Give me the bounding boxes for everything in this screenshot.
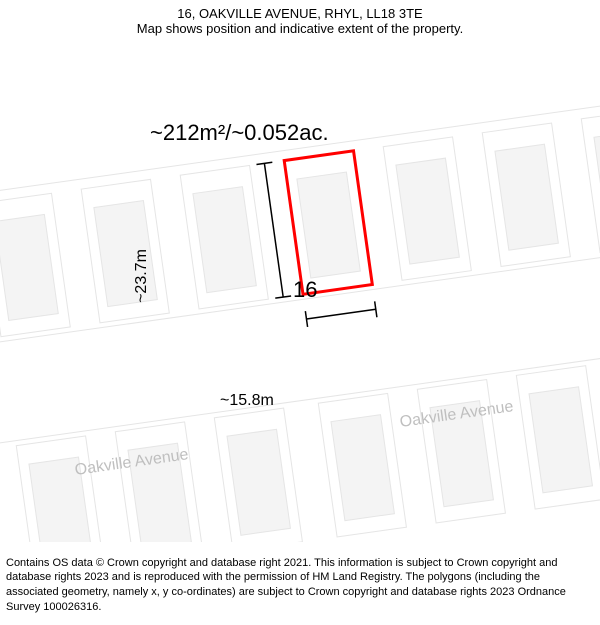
area-label: ~212m²/~0.052ac. xyxy=(150,120,329,146)
width-dimension-label: ~15.8m xyxy=(220,392,274,410)
header: 16, OAKVILLE AVENUE, RHYL, LL18 3TE Map … xyxy=(0,0,600,38)
height-dimension-label: ~23.7m xyxy=(133,249,151,303)
map-canvas: ~212m²/~0.052ac. ~23.7m ~15.8m 16 Oakvil… xyxy=(0,42,600,542)
plot-number-label: 16 xyxy=(293,277,317,303)
copyright-footer: Contains OS data © Crown copyright and d… xyxy=(0,550,600,625)
page-title: 16, OAKVILLE AVENUE, RHYL, LL18 3TE xyxy=(10,6,590,21)
page-subtitle: Map shows position and indicative extent… xyxy=(10,21,590,36)
